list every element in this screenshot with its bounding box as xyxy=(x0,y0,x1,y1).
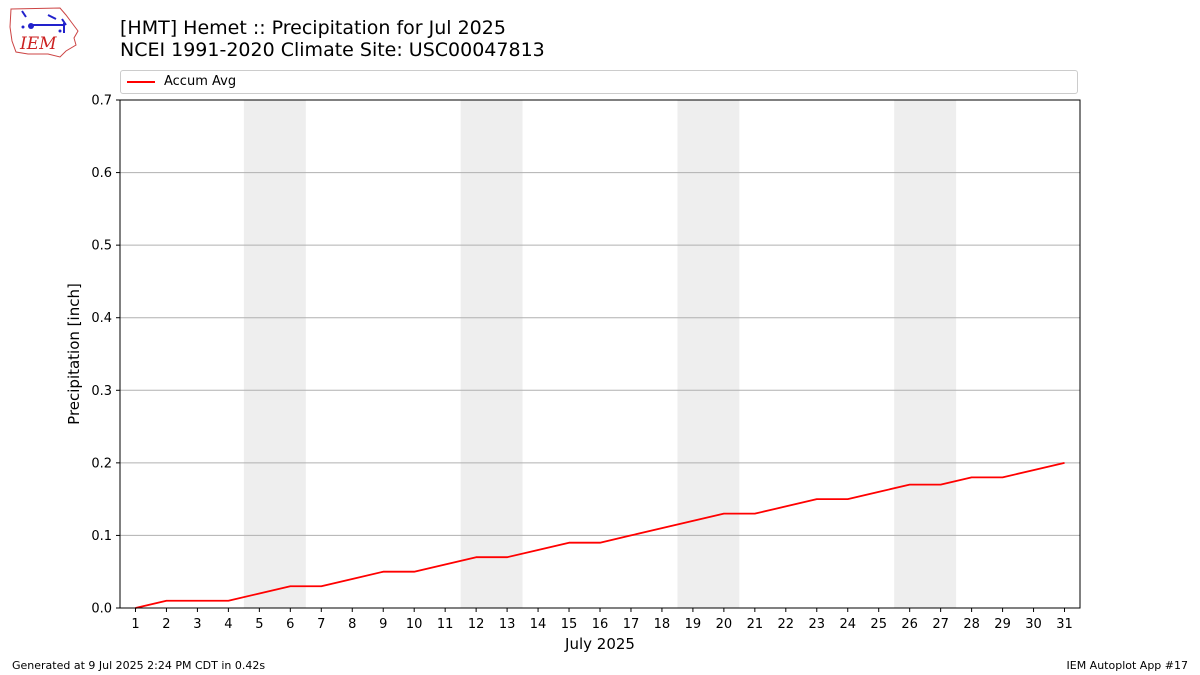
x-tick-label: 21 xyxy=(747,617,764,632)
x-axis: 1 2 3 4 5 6 7 8 9 10 11 12 13 14 15 16 17 18 19 20 21 22 23 24 2… xyxy=(131,608,1073,632)
x-tick-label: 2 xyxy=(162,617,170,632)
iem-logo: IEM xyxy=(8,5,80,59)
x-tick-label: 5 xyxy=(255,617,263,632)
x-tick-label: 9 xyxy=(379,617,387,632)
x-tick-label: 15 xyxy=(561,617,578,632)
x-tick-label: 24 xyxy=(839,617,856,632)
x-tick-label: 14 xyxy=(530,617,547,632)
legend-swatch xyxy=(127,81,155,83)
y-tick-label: 0.2 xyxy=(91,456,112,471)
x-tick-label: 11 xyxy=(437,617,454,632)
chart-subtitle: NCEI 1991-2020 Climate Site: USC00047813 xyxy=(120,39,545,61)
app-label: IEM Autoplot App #17 xyxy=(1066,659,1189,672)
x-tick-label: 26 xyxy=(901,617,918,632)
x-tick-label: 10 xyxy=(406,617,423,632)
legend-label: Accum Avg xyxy=(164,74,237,89)
y-axis-label: Precipitation [inch] xyxy=(65,283,83,425)
weekend-band xyxy=(677,100,740,608)
x-tick-label: 1 xyxy=(131,617,139,632)
x-tick-label: 28 xyxy=(963,617,980,632)
x-tick-label: 6 xyxy=(286,617,294,632)
x-tick-label: 25 xyxy=(870,617,887,632)
x-tick-label: 4 xyxy=(224,617,232,632)
x-tick-label: 18 xyxy=(654,617,671,632)
x-tick-label: 19 xyxy=(685,617,702,632)
y-axis: 0.0 0.1 0.2 0.3 0.4 0.5 0.6 0.7 xyxy=(91,94,120,617)
legend: Accum Avg xyxy=(120,70,1078,94)
x-tick-label: 31 xyxy=(1056,617,1073,632)
weekend-band xyxy=(460,100,523,608)
x-tick-label: 30 xyxy=(1025,617,1042,632)
y-tick-label: 0.5 xyxy=(91,239,112,254)
x-tick-label: 27 xyxy=(932,617,949,632)
grid-lines xyxy=(120,172,1080,536)
chart-title: [HMT] Hemet :: Precipitation for Jul 202… xyxy=(120,17,506,39)
series-line-accum-avg xyxy=(135,461,1065,609)
x-tick-label: 17 xyxy=(623,617,640,632)
y-tick-label: 0.3 xyxy=(91,384,112,399)
logo-text: IEM xyxy=(19,34,57,54)
x-tick-label: 13 xyxy=(499,617,516,632)
series-layer xyxy=(135,461,1065,609)
y-tick-label: 0.1 xyxy=(91,529,112,544)
x-tick-label: 7 xyxy=(317,617,325,632)
weekend-band xyxy=(243,100,306,608)
weekend-band xyxy=(894,100,957,608)
y-tick-label: 0.7 xyxy=(91,94,112,109)
generated-timestamp: Generated at 9 Jul 2025 2:24 PM CDT in 0… xyxy=(12,659,266,672)
x-tick-label: 23 xyxy=(809,617,826,632)
x-axis-label: July 2025 xyxy=(564,635,635,653)
x-tick-label: 22 xyxy=(778,617,795,632)
x-tick-label: 12 xyxy=(468,617,485,632)
y-tick-label: 0.4 xyxy=(91,311,112,326)
x-tick-label: 29 xyxy=(994,617,1011,632)
weekend-shading xyxy=(243,100,957,608)
y-tick-label: 0.0 xyxy=(91,602,112,617)
x-tick-label: 16 xyxy=(592,617,609,632)
x-tick-label: 3 xyxy=(193,617,201,632)
y-tick-label: 0.6 xyxy=(91,166,112,181)
x-tick-label: 8 xyxy=(348,617,356,632)
x-tick-label: 20 xyxy=(716,617,733,632)
